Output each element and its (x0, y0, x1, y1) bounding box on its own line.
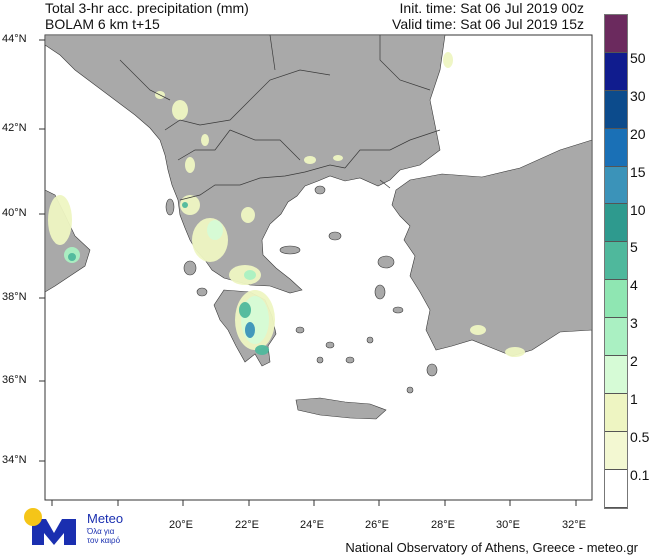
legend-label: 20 (630, 125, 646, 142)
legend-swatch (605, 431, 627, 470)
island (345, 356, 355, 364)
lon-label: 28°E (431, 519, 455, 531)
lon-label: 32°E (562, 519, 586, 531)
lon-label: 26°E (365, 519, 389, 531)
legend-swatch (605, 15, 627, 53)
precip-area (333, 155, 343, 161)
island (325, 341, 335, 349)
precip-area (207, 220, 223, 240)
legend-swatch (605, 52, 627, 91)
init-time: Init. time: Sat 06 Jul 2019 00z (399, 0, 584, 16)
legend-swatch (605, 280, 627, 319)
island (406, 386, 414, 394)
map-title: Total 3-hr acc. precipitation (mm) (45, 0, 249, 16)
legend-label: 5 (630, 239, 638, 256)
precip-area (185, 157, 195, 173)
logo-name: Meteo (87, 511, 124, 526)
legend-swatch (605, 393, 627, 432)
precip-area (304, 156, 316, 164)
precip-area (48, 195, 72, 245)
precip-area (255, 345, 269, 355)
island (328, 231, 342, 241)
legend-swatch (605, 204, 627, 243)
legend-label: 0.1 (630, 466, 650, 483)
island (392, 306, 404, 314)
legend-swatch (605, 469, 627, 508)
precip-area (172, 100, 188, 120)
precip-area (244, 270, 256, 280)
island (374, 284, 386, 300)
country-border (177, 129, 231, 161)
lat-label: 38°N (2, 291, 27, 303)
legend-label: 30 (630, 87, 646, 104)
legend-swatch (605, 356, 627, 394)
precipitation-layer (48, 52, 525, 357)
precip-area (505, 347, 525, 357)
borders-layer (119, 34, 441, 201)
precip-area (241, 207, 255, 223)
precip-area (180, 195, 200, 215)
island (295, 326, 305, 334)
precip-area (245, 322, 255, 338)
island (316, 356, 324, 364)
legend-label: 10 (630, 201, 646, 218)
precip-area (201, 134, 209, 146)
meteo-logo-icon (24, 508, 76, 545)
lat-label: 34°N (2, 454, 27, 466)
precip-area (182, 202, 188, 208)
logo-tagline-2: τον καιρό (87, 536, 121, 545)
legend-label: 0.5 (630, 428, 650, 445)
country-border (119, 59, 171, 101)
axis-ticks (39, 39, 577, 506)
legend-label: 4 (630, 277, 638, 294)
country-border (269, 34, 276, 71)
landmass-crete (295, 397, 387, 420)
footer-credit: National Observatory of Athens, Greece -… (345, 540, 638, 555)
island (183, 260, 197, 276)
country-border (229, 129, 301, 161)
country-border (379, 35, 431, 91)
legend-swatch (605, 242, 627, 281)
legend-label: 1 (630, 391, 638, 407)
precip-area (470, 325, 486, 335)
precip-area (68, 253, 76, 261)
country-border (164, 69, 331, 131)
precip-area (443, 52, 453, 68)
land-layer (44, 34, 593, 420)
lon-label: 30°E (496, 519, 520, 531)
landmass-balkans (44, 34, 446, 294)
legend-label: 15 (630, 163, 646, 180)
island (377, 255, 395, 269)
legend-swatch (605, 318, 627, 357)
country-border (179, 164, 346, 201)
lon-label: 24°E (300, 519, 324, 531)
precip-area (239, 302, 251, 318)
lat-label: 40°N (2, 207, 27, 219)
legend-label: 2 (630, 353, 638, 370)
island (314, 185, 326, 195)
lon-label: 20°E (169, 519, 193, 531)
country-border (344, 129, 441, 169)
island (279, 245, 301, 255)
lat-label: 36°N (2, 374, 27, 386)
island (366, 336, 374, 344)
legend-label: 3 (630, 315, 638, 332)
legend-swatch (605, 90, 627, 129)
legend-label: 50 (630, 49, 646, 66)
island (165, 198, 175, 216)
color-legend (604, 14, 628, 509)
logo-tagline-1: Όλα για (87, 527, 115, 536)
lat-label: 42°N (2, 122, 27, 134)
island (426, 363, 438, 377)
island (196, 287, 208, 297)
model-label: BOLAM 6 km t+15 (45, 16, 160, 32)
meteo-logo: Meteo Όλα για τον καιρό (20, 505, 170, 550)
lat-label: 44°N (2, 33, 27, 45)
valid-time: Valid time: Sat 06 Jul 2019 15z (392, 16, 584, 32)
lon-label: 22°E (235, 519, 259, 531)
legend-swatch (605, 166, 627, 205)
legend-swatch (605, 128, 627, 167)
country-border (379, 179, 391, 189)
